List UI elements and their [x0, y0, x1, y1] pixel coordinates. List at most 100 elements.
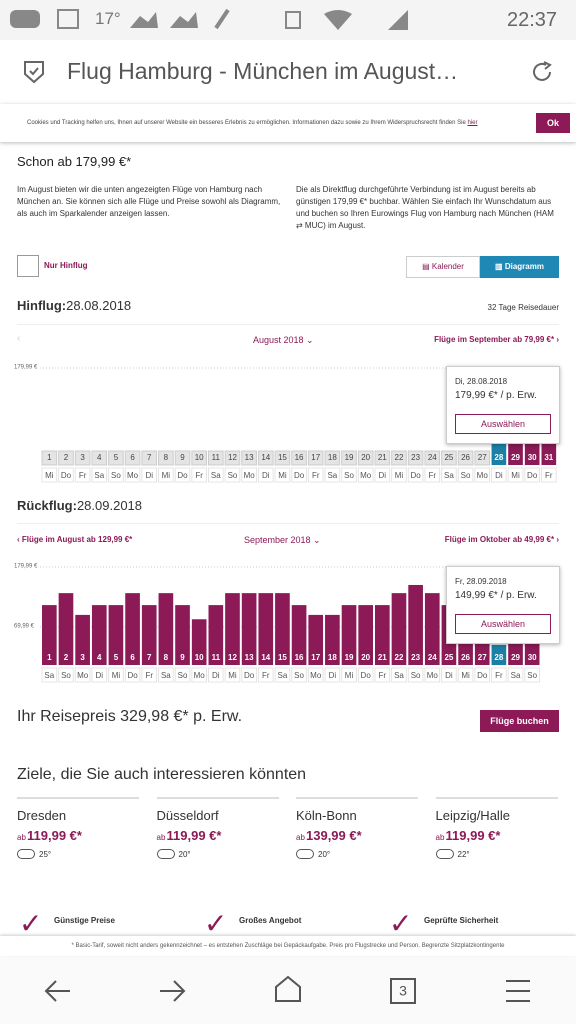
- weekday-label: Do: [411, 471, 422, 480]
- bar: [291, 605, 307, 665]
- trip-note: 32 Tage Reisedauer: [487, 303, 559, 312]
- back[interactable]: [44, 980, 70, 1002]
- weekday-label: Mo: [427, 671, 439, 680]
- empty-day: [374, 450, 391, 466]
- home[interactable]: [275, 975, 301, 1002]
- cookie-ok[interactable]: Ok: [536, 113, 570, 133]
- weekday-label: So: [344, 471, 354, 480]
- weekday-label: Do: [294, 471, 305, 480]
- weekday-label: Sa: [278, 671, 288, 680]
- weekday-cell: [241, 467, 257, 483]
- next-link[interactable]: Flüge im Oktober ab 49,99 €* ›: [444, 535, 559, 544]
- weekday-label: Mi: [511, 471, 520, 480]
- footnote: * Basic-Tarif, soweit nicht anders geken…: [0, 936, 576, 956]
- weekday-cell: [374, 467, 391, 483]
- temperature: 17°: [95, 9, 121, 28]
- day-label: 8: [164, 653, 169, 662]
- destination-card[interactable]: [435, 797, 558, 869]
- weekday-cell: [191, 467, 208, 483]
- diagram-tab[interactable]: ▥ Diagramm: [480, 256, 559, 278]
- day-label: 7: [147, 453, 152, 462]
- bar: [175, 605, 190, 665]
- weekday-label: Mi: [461, 671, 470, 680]
- bar: [524, 443, 540, 465]
- destinations-heading: Ziele, die Sie auch interessieren könnte…: [17, 766, 307, 783]
- day-label: 23: [411, 453, 420, 462]
- empty-day: [74, 450, 91, 466]
- divider: [17, 324, 559, 325]
- weekday-cell: [474, 467, 491, 483]
- empty-day: [58, 450, 74, 466]
- day-label: 22: [395, 453, 404, 462]
- empty-day: [158, 450, 174, 466]
- day-label: 27: [478, 453, 487, 462]
- destination-card[interactable]: [156, 797, 279, 869]
- day-label: 4: [97, 453, 102, 462]
- weekday-label: Mi: [228, 671, 237, 680]
- weekday-cell: [58, 467, 74, 483]
- weekday-cell: [108, 467, 124, 483]
- weekday-cell: [524, 667, 540, 683]
- weekday-label: Mi: [162, 471, 171, 480]
- weekday-label: So: [178, 671, 188, 680]
- flight-label: Hinflug:: [17, 298, 67, 313]
- weekday-cell: [91, 667, 108, 683]
- empty-day: [174, 450, 191, 466]
- weekday-cell: [41, 667, 58, 683]
- check-icon: ✓: [19, 908, 43, 939]
- destination-card[interactable]: [296, 797, 418, 869]
- reload-button[interactable]: [530, 60, 554, 84]
- weekday-label: Sa: [511, 671, 521, 680]
- chart-heading: Hinflug:28.08.2018: [17, 298, 131, 313]
- cookie-link[interactable]: hier: [467, 120, 478, 126]
- weekday-cell: [424, 467, 441, 483]
- check-icon: ✓: [389, 908, 413, 939]
- next-link[interactable]: Flüge im September ab 79,99 €* ›: [434, 335, 559, 344]
- select-button[interactable]: Auswählen: [455, 414, 551, 434]
- flight-date: 28.09.2018: [76, 498, 143, 513]
- bar: [191, 619, 207, 665]
- temperature: 22°: [457, 850, 470, 859]
- weekday-label: Sa: [444, 471, 454, 480]
- flight-label: Rückflug:: [17, 498, 77, 513]
- weekday-label: So: [294, 671, 304, 680]
- checkbox[interactable]: [17, 255, 39, 277]
- empty-day: [324, 450, 341, 466]
- temperature: 25°: [39, 850, 52, 859]
- menu[interactable]: [506, 980, 530, 1002]
- day-label: 15: [278, 453, 287, 462]
- weekday-label: Mo: [77, 671, 89, 680]
- select-button[interactable]: Auswählen: [455, 614, 551, 634]
- weekday-label: Di: [95, 671, 103, 680]
- checkbox-label: Nur Hinflug: [44, 261, 88, 270]
- bar: [375, 605, 390, 665]
- weekday-cell: [257, 667, 274, 683]
- prev-link[interactable]: ‹ Flüge im August ab 129,99 €*: [17, 535, 133, 544]
- temperature: 20°: [318, 850, 331, 859]
- nav-bar: 3: [0, 957, 576, 1024]
- weekday-label: Di: [379, 471, 387, 480]
- cloud-icon: [435, 849, 454, 859]
- day-label: 15: [278, 653, 287, 662]
- weekday-label: Mi: [278, 471, 287, 480]
- weekday-cell: [257, 467, 274, 483]
- weekday-cell: [307, 467, 324, 483]
- page-title: Flug Hamburg - München im August…: [67, 58, 459, 84]
- day-label: 21: [378, 453, 387, 462]
- day-label: 21: [378, 653, 387, 662]
- day-label: 19: [345, 653, 354, 662]
- bar: [208, 605, 224, 665]
- day-label: 22: [395, 653, 404, 662]
- destination-card[interactable]: [17, 797, 139, 869]
- weekday-cell: [441, 667, 457, 683]
- weekday-label: So: [228, 471, 238, 480]
- bar: [241, 593, 257, 665]
- book-button[interactable]: Flüge buchen: [480, 710, 559, 732]
- bar: [158, 593, 174, 665]
- calendar-tab[interactable]: ▤ Kalender: [406, 256, 480, 278]
- bar: [258, 593, 274, 665]
- forward[interactable]: [160, 980, 186, 1002]
- tabs[interactable]: [390, 978, 416, 1004]
- weekday-cell: [524, 467, 540, 483]
- empty-day: [124, 450, 141, 466]
